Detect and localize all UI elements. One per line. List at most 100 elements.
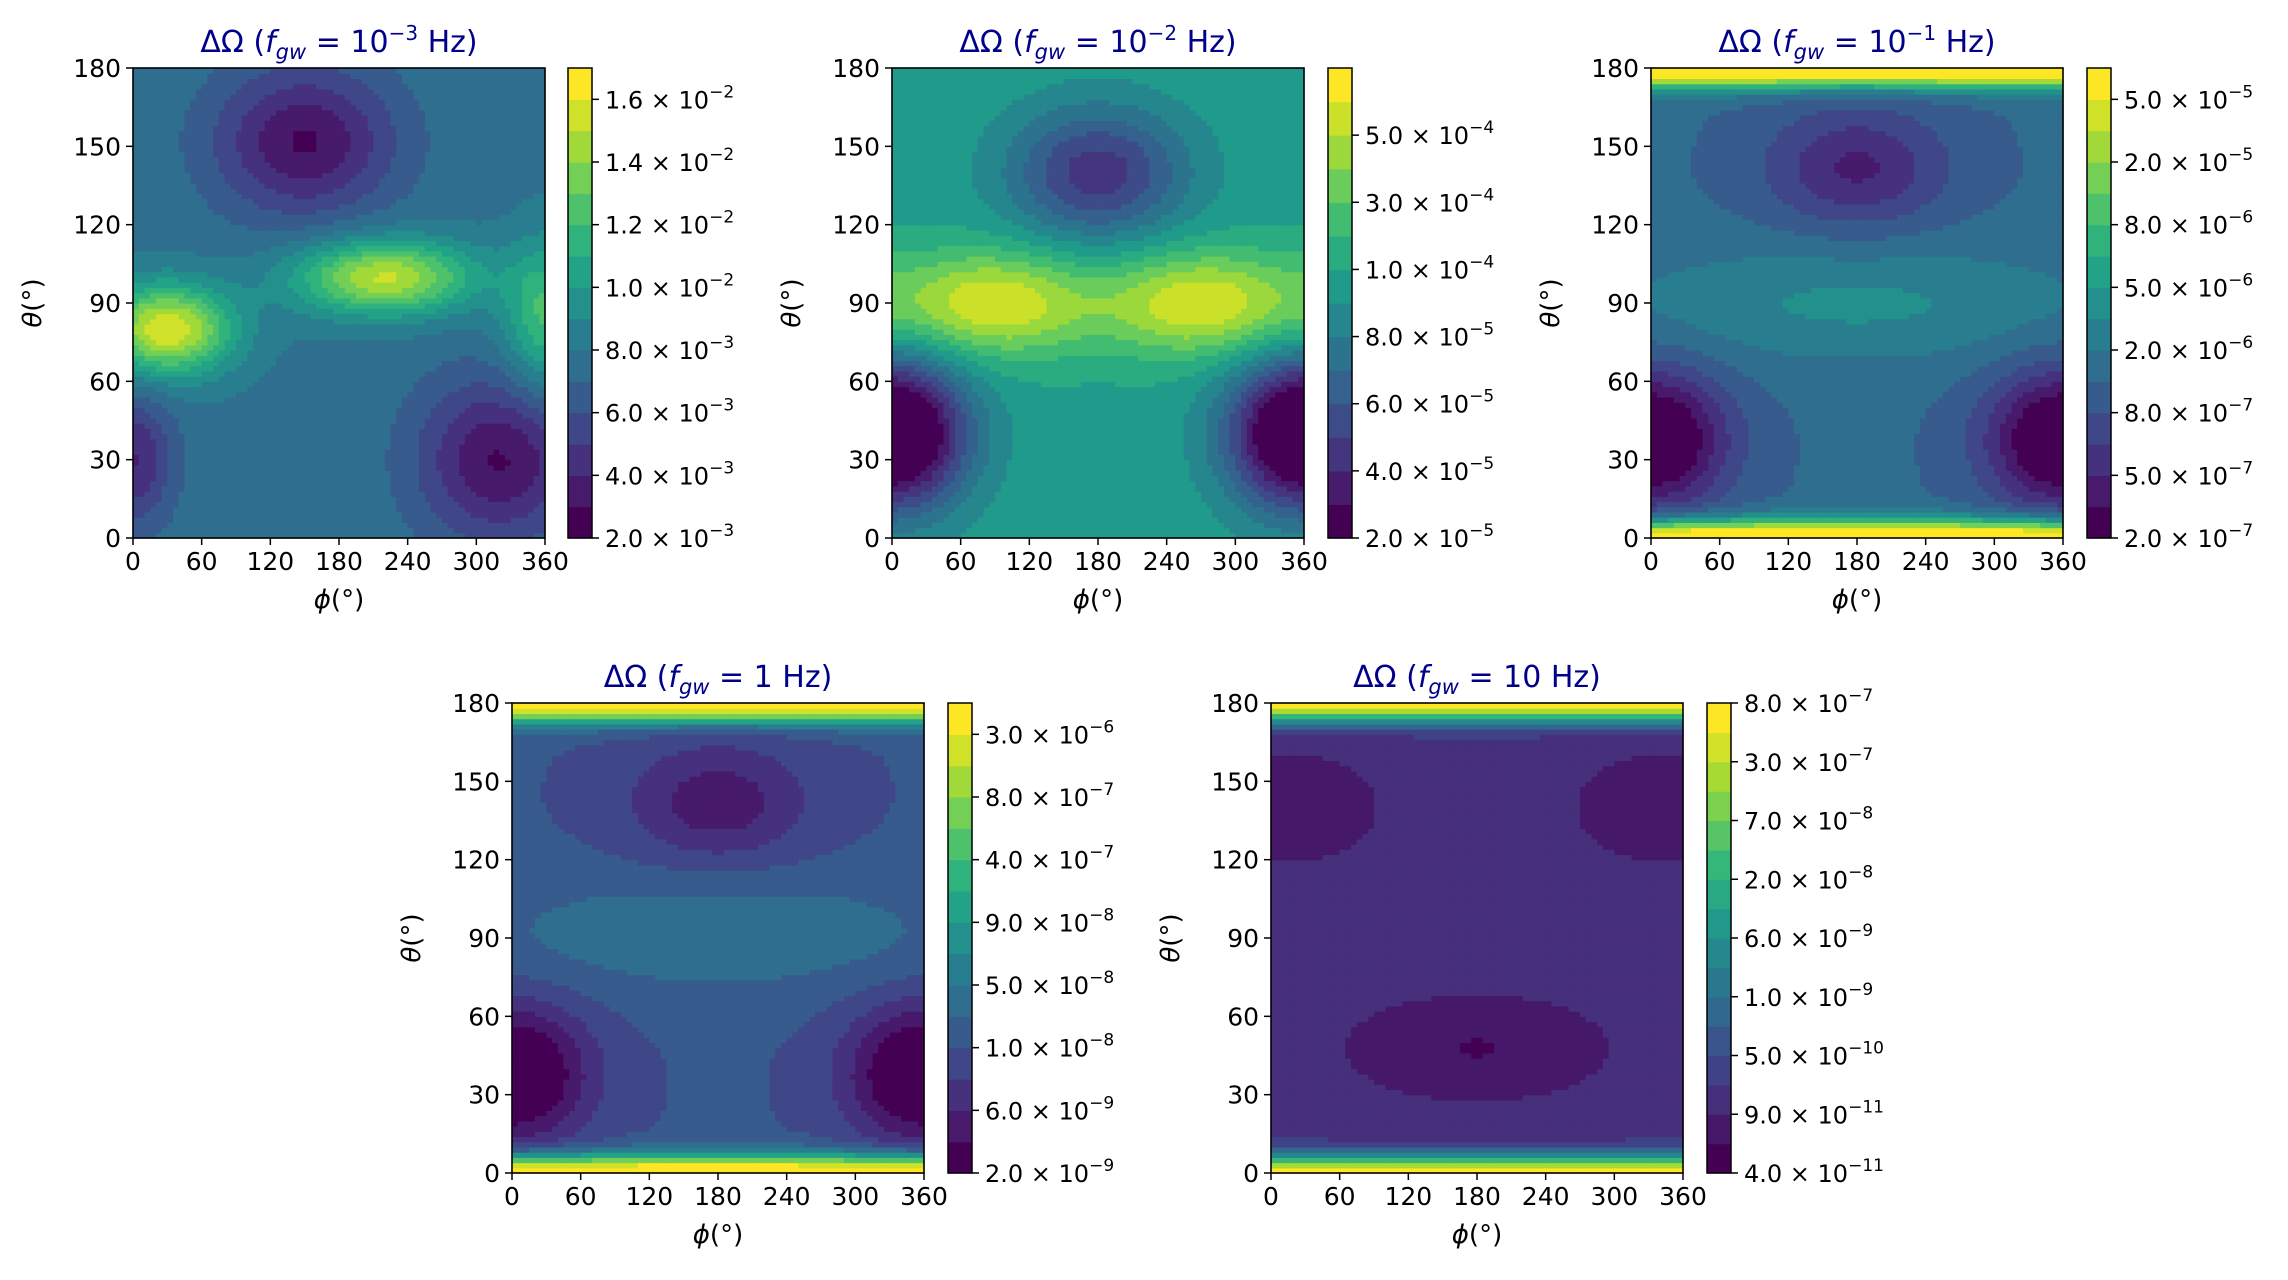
heatmap-cell (424, 527, 432, 534)
heatmap-cell (167, 438, 174, 445)
heatmap-cell (230, 501, 237, 508)
heatmap-cell (161, 214, 168, 221)
heatmap-cell (344, 68, 352, 74)
heatmap-cell (298, 318, 306, 325)
heatmap-cell (442, 318, 449, 325)
heatmap-cell (218, 402, 226, 409)
heatmap-cell (373, 135, 380, 142)
heatmap-cell (390, 104, 397, 111)
heatmap-cell (270, 329, 277, 335)
heatmap-cell (321, 297, 329, 304)
heatmap-cell (253, 120, 260, 127)
heatmap-cell (436, 297, 443, 304)
heatmap-cell (436, 318, 443, 325)
heatmap-cell (247, 459, 254, 466)
heatmap-cell (138, 527, 146, 534)
heatmap-cell (333, 438, 340, 445)
heatmap-cell (361, 527, 369, 534)
heatmap-cell (241, 193, 249, 200)
heatmap-cell (379, 261, 386, 268)
heatmap-cell (281, 402, 289, 409)
heatmap-cell (379, 423, 386, 429)
heatmap-cell (218, 219, 226, 226)
heatmap-cell (293, 162, 300, 168)
heatmap-cell (379, 240, 386, 247)
heatmap-cell (430, 250, 437, 257)
heatmap-cell (304, 172, 311, 179)
heatmap-cell (447, 459, 455, 466)
heatmap-cell (298, 88, 306, 95)
heatmap-cell (236, 297, 243, 304)
heatmap-cell (442, 198, 449, 205)
heatmap-cell (396, 245, 403, 252)
heatmap-cell (230, 99, 237, 106)
heatmap-cell (195, 303, 203, 309)
heatmap-cell (316, 527, 323, 534)
heatmap-cell (230, 203, 237, 210)
heatmap-cell (247, 370, 254, 377)
heatmap-cell (138, 271, 146, 278)
heatmap-cell (310, 344, 317, 351)
heatmap-cell (201, 370, 208, 377)
heatmap-cell (150, 266, 157, 273)
heatmap-cell (384, 511, 392, 518)
heatmap-cell (367, 501, 374, 508)
heatmap-cell (373, 245, 380, 252)
heatmap-cell (218, 365, 226, 372)
heatmap-cell (178, 135, 186, 142)
heatmap-cell (339, 219, 346, 226)
heatmap-cell (373, 323, 380, 330)
heatmap-cell (333, 339, 340, 346)
heatmap-cell (316, 397, 323, 403)
heatmap-cell (213, 501, 220, 508)
heatmap-cell (247, 323, 254, 330)
heatmap-cell (298, 261, 306, 268)
heatmap-cell (207, 522, 214, 529)
heatmap-cell (361, 344, 369, 351)
heatmap-cell (264, 334, 271, 341)
heatmap-cell (373, 365, 380, 372)
heatmap-cell (270, 198, 277, 205)
heatmap-cell (207, 313, 214, 320)
heatmap-cell (361, 250, 369, 257)
heatmap-cell (339, 73, 346, 80)
heatmap-cell (213, 334, 220, 341)
heatmap-cell (207, 407, 214, 414)
heatmap-cell (356, 156, 363, 163)
heatmap-cell (298, 449, 306, 456)
heatmap-cell (316, 292, 323, 299)
heatmap-cell (327, 370, 334, 377)
heatmap-cell (253, 459, 260, 466)
heatmap-cell (419, 182, 426, 189)
heatmap-cell (321, 402, 329, 409)
heatmap-cell (316, 214, 323, 221)
heatmap-cell (430, 417, 437, 424)
heatmap-cell (361, 355, 369, 362)
heatmap-cell (230, 527, 237, 534)
heatmap-cell (201, 250, 208, 257)
heatmap-cell (310, 402, 317, 409)
heatmap-cell (270, 141, 277, 147)
heatmap-cell (276, 323, 283, 330)
heatmap-cell (333, 303, 340, 309)
heatmap-cell (339, 282, 346, 288)
heatmap-cell (178, 376, 186, 382)
heatmap-cell (276, 203, 283, 210)
heatmap-cell (236, 485, 243, 492)
heatmap-cell (207, 459, 214, 466)
heatmap-cell (373, 491, 380, 497)
heatmap-cell (167, 350, 174, 356)
heatmap-cell (276, 240, 283, 247)
heatmap-cell (167, 449, 174, 456)
heatmap-cell (356, 88, 363, 95)
heatmap-cell (304, 229, 311, 236)
heatmap-cell (201, 125, 208, 132)
heatmap-cell (133, 120, 140, 127)
heatmap-cell (356, 303, 363, 309)
heatmap-cell (258, 109, 266, 116)
heatmap-cell (270, 235, 277, 241)
heatmap-cell (236, 360, 243, 367)
heatmap-cell (298, 256, 306, 262)
heatmap-cell (361, 517, 369, 523)
heatmap-cell (258, 339, 266, 346)
